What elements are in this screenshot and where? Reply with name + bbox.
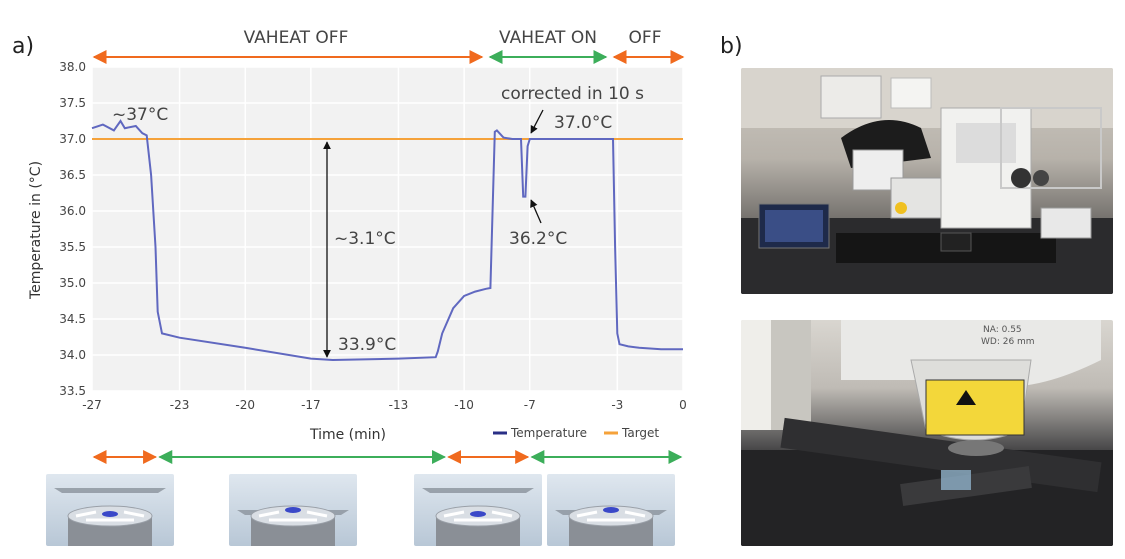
annotation-peak: ~37°C <box>112 105 168 125</box>
annotation-corrected: corrected in 10 s <box>501 84 644 104</box>
objective-na-label: NA: 0.55 <box>983 325 1022 335</box>
annotation-restored: 37.0°C <box>554 113 612 133</box>
series-line-temperature <box>91 119 683 362</box>
legend-label-target: Target <box>621 426 659 440</box>
microscope-setup-photo <box>741 68 1113 294</box>
y-tick-label: 34.5 <box>59 312 86 326</box>
x-tick-label: -23 <box>170 398 190 412</box>
objective-illustration <box>555 505 667 546</box>
y-tick-label: 34.0 <box>59 348 86 362</box>
y-tick-label: 33.5 <box>59 384 86 398</box>
y-tick-label: 36.5 <box>59 168 86 182</box>
annotation-drop: ~3.1°C <box>334 229 396 249</box>
annotation-dip: 36.2°C <box>509 229 567 249</box>
x-tick-label: -10 <box>454 398 474 412</box>
x-tick-label: -20 <box>235 398 255 412</box>
x-tick-label: -7 <box>524 398 536 412</box>
x-tick-label: 0 <box>679 398 687 412</box>
objective-closeup-photo: NA: 0.55 WD: 26 mm <box>741 320 1113 546</box>
thumbnail-objective-lifted <box>414 474 542 546</box>
objective-illustration <box>237 505 349 546</box>
panel-label-b: b) <box>720 34 743 59</box>
y-tick-label: 38.0 <box>59 60 86 74</box>
y-axis-label: Temperature in (°C) <box>28 161 44 300</box>
objective-closeup-illustration: NA: 0.55 WD: 26 mm <box>741 320 1113 546</box>
axis-ticks: -27 -23 -20 -17 -13 -10 -7 -3 0 38.0 37.5 37.0 36.5 3… <box>59 60 687 412</box>
x-tick-label: -17 <box>301 398 321 412</box>
plot-area <box>92 67 683 391</box>
thumbnail-objective-contact <box>547 474 675 546</box>
y-tick-label: 37.0 <box>59 132 86 146</box>
microscope-setup-illustration <box>741 68 1113 294</box>
thumbnail-objective-lifted <box>46 474 174 546</box>
panel-label-a: a) <box>12 34 35 59</box>
annotation-minimum: 33.9°C <box>338 335 396 355</box>
x-tick-label: -27 <box>82 398 102 412</box>
dip-arrow <box>530 199 542 224</box>
y-tick-label: 36.0 <box>59 204 86 218</box>
temperature-chart: -27 -23 -20 -17 -13 -10 -7 -3 0 38.0 37.5 37.0 36.5 3… <box>28 28 687 464</box>
objective-illustration <box>422 488 534 546</box>
legend-label-temperature: Temperature <box>510 426 587 440</box>
y-tick-label: 35.0 <box>59 276 86 290</box>
thumbnail-objective-contact <box>229 474 357 546</box>
y-tick-label: 35.5 <box>59 240 86 254</box>
phase-label-off: OFF <box>629 28 662 48</box>
x-tick-label: -13 <box>389 398 409 412</box>
objective-wd-label: WD: 26 mm <box>981 337 1035 347</box>
y-tick-label: 37.5 <box>59 96 86 110</box>
phase-label-vaheat-on: VAHEAT ON <box>499 28 597 48</box>
objective-illustration <box>54 488 166 546</box>
corrected-arrow <box>530 109 544 134</box>
x-tick-label: -3 <box>611 398 623 412</box>
x-axis-label: Time (min) <box>309 427 386 443</box>
phase-label-vaheat-off: VAHEAT OFF <box>244 28 349 48</box>
